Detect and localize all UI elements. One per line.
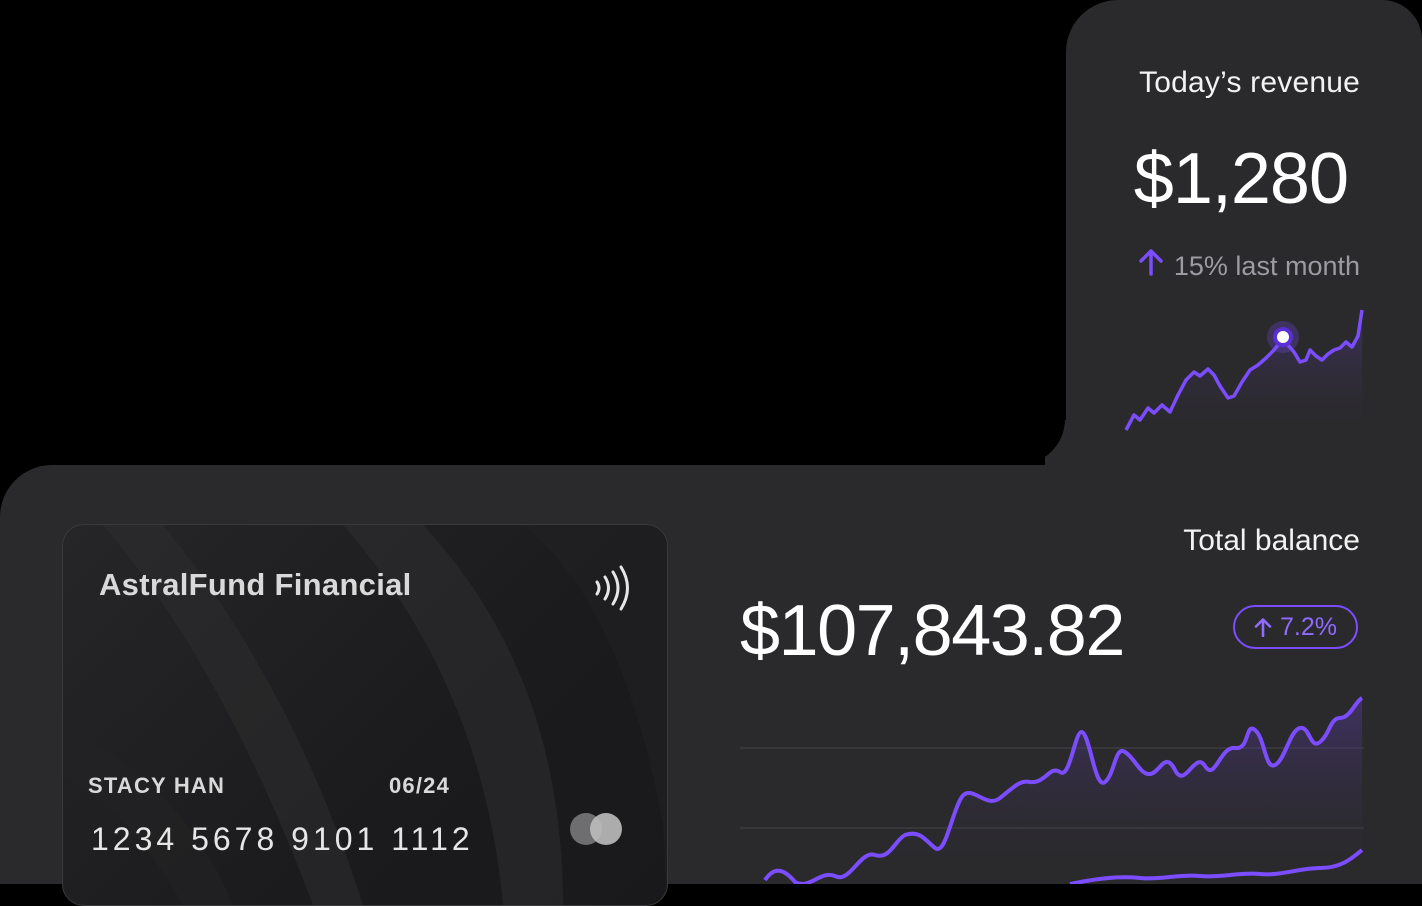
balance-change-badge: 7.2% xyxy=(1233,605,1358,649)
revenue-sparkline-marker xyxy=(1277,331,1289,343)
revenue-sparkline-line xyxy=(1124,309,1364,431)
arrow-up-icon xyxy=(1254,618,1272,637)
arrow-up-icon xyxy=(1138,248,1164,284)
credit-card[interactable]: AstralFund Financial STACY HAN 06/24 123… xyxy=(62,524,668,906)
balance-amount: $107,843.82 xyxy=(740,591,1125,671)
card-holder-name: STACY HAN xyxy=(88,773,226,798)
revenue-amount: $1,280 xyxy=(1133,139,1349,219)
card-bank-name: AstralFund Financial xyxy=(99,567,412,602)
balance-series-1-line xyxy=(763,696,1364,884)
balance-series-1-area xyxy=(765,698,1362,884)
revenue-sparkline-area xyxy=(1126,310,1362,440)
card-swirl-decoration xyxy=(63,525,667,905)
revenue-change-text: 15% last month xyxy=(1173,250,1360,281)
card-expiry: 06/24 xyxy=(389,773,451,798)
revenue-change: 15% last month xyxy=(1138,248,1360,284)
balance-series-2-line xyxy=(1069,848,1364,884)
balance-chart xyxy=(740,696,1364,884)
mastercard-logo-icon xyxy=(570,813,622,845)
balance-title: Total balance xyxy=(1183,524,1360,557)
balance-change-text: 7.2% xyxy=(1280,612,1337,641)
revenue-title: Today’s revenue xyxy=(1139,66,1360,99)
card-number: 1234 5678 9101 1112 xyxy=(91,821,474,857)
contactless-icon xyxy=(595,565,629,611)
revenue-sparkline xyxy=(1124,309,1364,440)
